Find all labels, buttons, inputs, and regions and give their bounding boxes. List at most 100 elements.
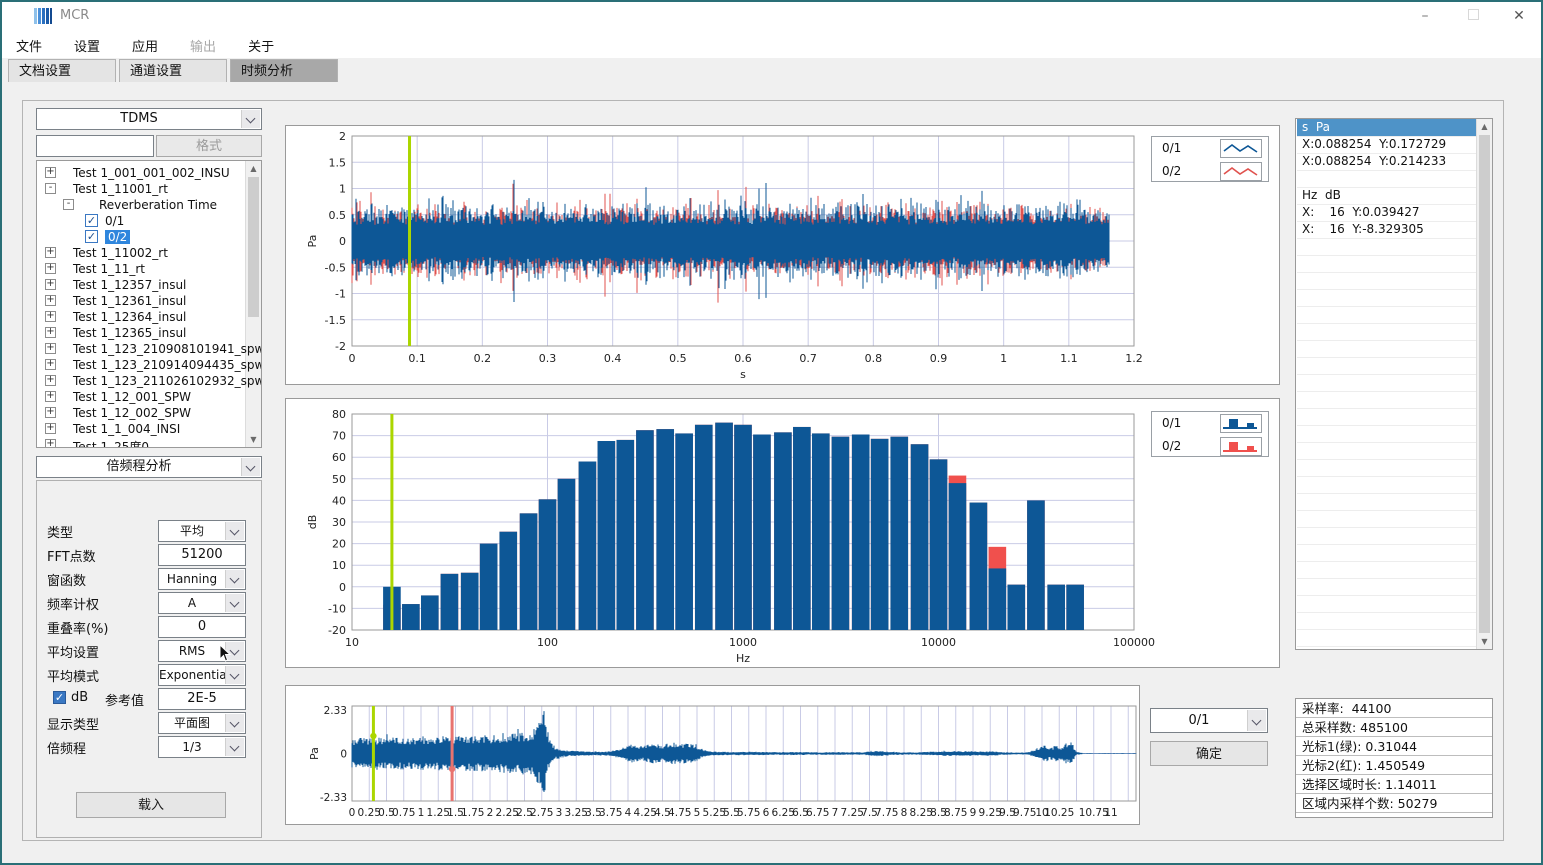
tab-文档设置[interactable]: 文档设置 bbox=[8, 59, 116, 82]
field-input-重叠率(%)[interactable]: 0 bbox=[158, 616, 246, 638]
plus-icon[interactable]: + bbox=[45, 438, 56, 448]
chevron-down-icon[interactable] bbox=[225, 666, 244, 684]
tree-item[interactable]: + Test 1_1_004_INSI bbox=[37, 421, 245, 437]
menu-item-应用[interactable]: 应用 bbox=[132, 40, 159, 55]
plus-icon[interactable]: + bbox=[45, 310, 56, 322]
scroll-up-icon[interactable]: ▲ bbox=[1477, 119, 1492, 134]
minus-icon[interactable]: - bbox=[63, 199, 74, 210]
chevron-down-icon[interactable] bbox=[225, 570, 244, 588]
field-select-平均设置[interactable]: RMS bbox=[158, 640, 246, 662]
svg-text:0.3: 0.3 bbox=[539, 352, 557, 365]
select-value: 平均 bbox=[179, 524, 204, 538]
tree-checkbox[interactable]: ✓ bbox=[85, 214, 98, 227]
minus-icon[interactable]: - bbox=[45, 183, 56, 194]
field-label: 倍频程 bbox=[47, 742, 87, 757]
svg-text:10.75: 10.75 bbox=[1079, 807, 1109, 819]
svg-text:3.75: 3.75 bbox=[599, 807, 622, 819]
tree-item[interactable]: + Test 1_123_211026102932_spw bbox=[37, 373, 261, 389]
menu-item-设置[interactable]: 设置 bbox=[74, 40, 101, 55]
plus-icon[interactable]: + bbox=[45, 406, 56, 418]
field-select-频率计权[interactable]: A bbox=[158, 592, 246, 614]
plus-icon[interactable]: + bbox=[45, 326, 56, 338]
tree-item[interactable]: + Test 1_25度0 bbox=[37, 437, 245, 448]
overview-channel-select[interactable]: 0/1 bbox=[1150, 708, 1268, 733]
tree-item[interactable]: + Test 1_123_210908101941_spw bbox=[37, 341, 261, 357]
tree-item[interactable]: + Test 1_12_002_SPW bbox=[37, 405, 245, 421]
menu-item-关于[interactable]: 关于 bbox=[248, 40, 275, 55]
plus-icon[interactable]: + bbox=[45, 294, 56, 306]
scrollbar-thumb[interactable] bbox=[248, 177, 259, 317]
field-select-类型[interactable]: 平均 bbox=[158, 520, 246, 542]
tree-item[interactable]: + Test 1_123_210914094435_spw bbox=[37, 357, 261, 373]
minimize-button[interactable]: – bbox=[1421, 8, 1429, 24]
tree-checkbox[interactable]: ✓ bbox=[85, 230, 98, 243]
tree-item[interactable]: + Test 1_11_rt bbox=[37, 261, 245, 277]
db-checkbox[interactable]: ✓ bbox=[53, 691, 66, 704]
load-button[interactable]: 载入 bbox=[76, 792, 226, 818]
close-button[interactable]: ✕ bbox=[1513, 8, 1525, 24]
readout-scrollbar[interactable]: ▲ ▼ bbox=[1476, 119, 1492, 649]
field-select-显示类型[interactable]: 平面图 bbox=[158, 712, 246, 734]
field-input-FFT点数[interactable]: 51200 bbox=[158, 544, 246, 566]
field-select-窗函数[interactable]: Hanning bbox=[158, 568, 246, 590]
readout-row bbox=[1297, 425, 1476, 443]
plus-icon[interactable]: + bbox=[45, 262, 56, 274]
plus-icon[interactable]: + bbox=[45, 278, 56, 290]
tree-item[interactable]: - Reverberation Time bbox=[37, 197, 245, 213]
legend-label: 0/2 bbox=[1162, 439, 1182, 453]
chevron-down-icon[interactable] bbox=[225, 522, 244, 540]
cursor-handle[interactable] bbox=[448, 765, 456, 773]
plus-icon[interactable]: + bbox=[45, 374, 56, 386]
maximize-button[interactable] bbox=[1458, 6, 1488, 26]
chevron-down-icon[interactable] bbox=[241, 110, 260, 128]
field-select-平均模式[interactable]: Exponential bbox=[158, 664, 246, 686]
tree-item[interactable]: + Test 1_12357_insul bbox=[37, 277, 245, 293]
analysis-type-select[interactable]: 倍频程分析 bbox=[36, 456, 262, 478]
chevron-down-icon[interactable] bbox=[1247, 710, 1266, 731]
readout-row bbox=[1297, 323, 1476, 341]
plus-icon[interactable]: + bbox=[45, 422, 56, 434]
plus-icon[interactable]: + bbox=[45, 390, 56, 402]
plus-icon[interactable]: + bbox=[45, 166, 56, 178]
svg-text:9.5: 9.5 bbox=[999, 807, 1016, 819]
chevron-down-icon[interactable] bbox=[225, 594, 244, 612]
plus-icon[interactable]: + bbox=[45, 246, 56, 258]
tree-item[interactable]: + Test 1_12364_insul bbox=[37, 309, 245, 325]
file-format-select[interactable]: TDMS bbox=[36, 108, 262, 130]
chevron-down-icon[interactable] bbox=[225, 714, 244, 732]
tree-item[interactable]: + Test 1_11002_rt bbox=[37, 245, 245, 261]
legend-row[interactable]: 0/2 bbox=[1152, 435, 1268, 458]
tree-item[interactable]: + Test 1_12_001_SPW bbox=[37, 389, 245, 405]
chevron-down-icon[interactable] bbox=[241, 458, 260, 476]
scroll-down-icon[interactable]: ▼ bbox=[246, 432, 261, 447]
tree-item[interactable]: + Test 1_12361_insul bbox=[37, 293, 245, 309]
reference-value-input[interactable]: 2E-5 bbox=[158, 688, 246, 710]
tree-item[interactable]: ✓ 0/2 bbox=[37, 229, 245, 245]
field-select-倍频程[interactable]: 1/3 bbox=[158, 736, 246, 758]
tab-通道设置[interactable]: 通道设置 bbox=[119, 59, 227, 82]
tree-scrollbar[interactable]: ▲ ▼ bbox=[245, 161, 261, 447]
chevron-down-icon[interactable] bbox=[225, 738, 244, 756]
tree-item[interactable]: + Test 1_12365_insul bbox=[37, 325, 245, 341]
svg-text:0.9: 0.9 bbox=[930, 352, 948, 365]
cursor-handle[interactable] bbox=[370, 732, 377, 740]
format-button[interactable]: 格式 bbox=[156, 135, 262, 157]
tree-item[interactable]: + Test 1_001_001_002_INSU bbox=[37, 165, 245, 181]
plus-icon[interactable]: + bbox=[45, 342, 56, 354]
svg-text:20: 20 bbox=[332, 538, 346, 551]
tree-item[interactable]: ✓ 0/1 bbox=[37, 213, 245, 229]
svg-text:4: 4 bbox=[625, 807, 632, 819]
menu-item-输出[interactable]: 输出 bbox=[190, 40, 217, 55]
tree-item[interactable]: - Test 1_11001_rt bbox=[37, 181, 245, 197]
scrollbar-thumb[interactable] bbox=[1479, 135, 1490, 633]
tab-时频分析[interactable]: 时频分析 bbox=[230, 59, 338, 82]
scroll-down-icon[interactable]: ▼ bbox=[1477, 634, 1492, 649]
legend-row[interactable]: 0/1 bbox=[1152, 412, 1268, 435]
search-input[interactable] bbox=[36, 135, 154, 157]
menu-item-文件[interactable]: 文件 bbox=[16, 40, 43, 55]
confirm-button[interactable]: 确定 bbox=[1150, 741, 1268, 766]
scroll-up-icon[interactable]: ▲ bbox=[246, 161, 261, 176]
plus-icon[interactable]: + bbox=[45, 358, 56, 370]
legend-row[interactable]: 0/1 bbox=[1152, 137, 1268, 160]
legend-row[interactable]: 0/2 bbox=[1152, 160, 1268, 183]
